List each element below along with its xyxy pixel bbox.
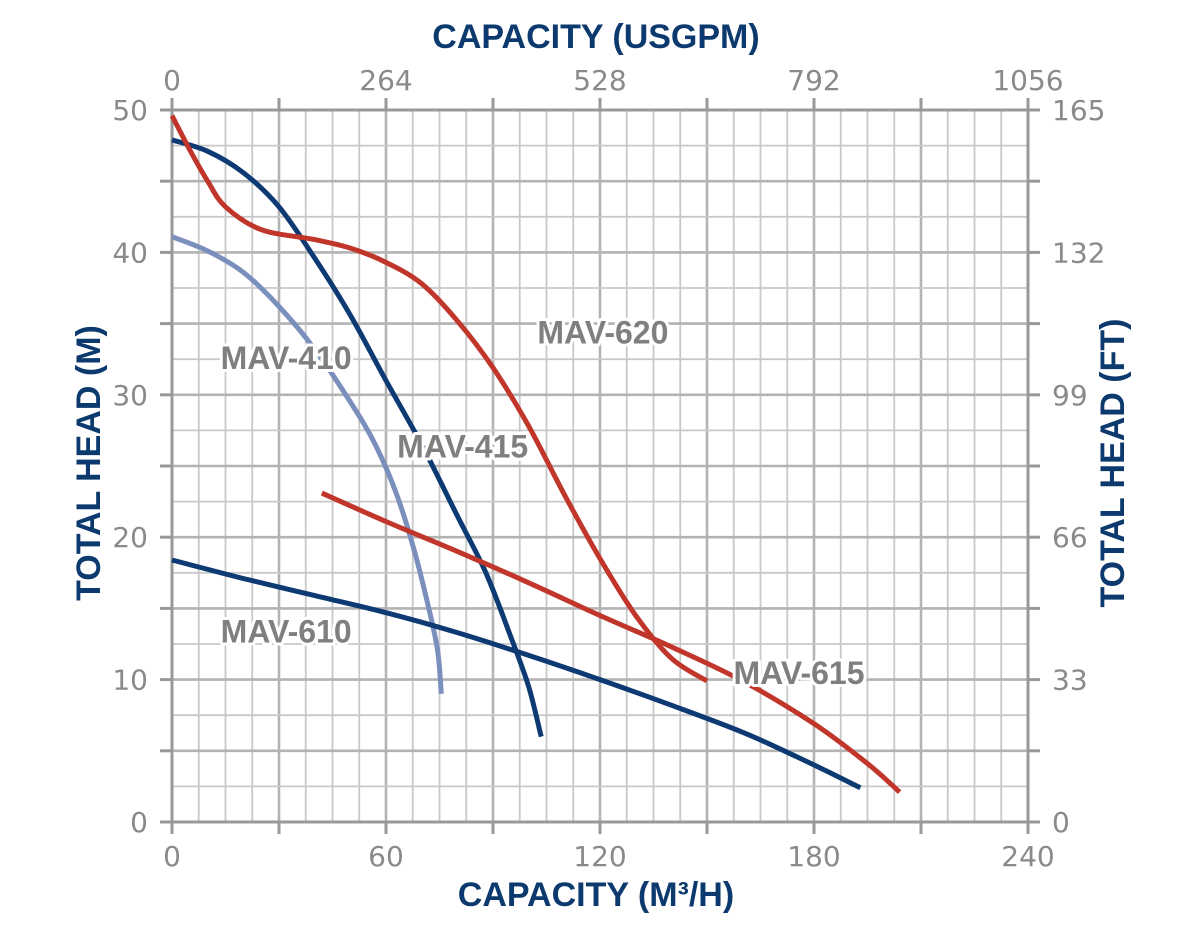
x-tick-label-top: 264 (359, 64, 412, 97)
curve-mav-415 (171, 137, 544, 738)
x-tick-label-top: 528 (573, 64, 626, 97)
y-tick-label-left: 50 (112, 94, 148, 127)
x-tick-label-top: 0 (163, 64, 181, 97)
x-tick-label-top: 792 (787, 64, 840, 97)
label-mav-415: MAV-415 (397, 428, 528, 464)
curve-mav-610 (171, 557, 862, 791)
top-axis-title: CAPACITY (USGPM) (432, 18, 759, 56)
label-mav-610: MAV-610 (221, 614, 352, 650)
left-axis-title: TOTAL HEAD (M) (70, 325, 108, 601)
y-tick-label-right: 99 (1052, 379, 1088, 412)
x-tick-label-bottom: 120 (573, 840, 626, 873)
curves (169, 114, 902, 794)
x-tick-label-bottom: 0 (163, 840, 181, 873)
x-tick-label-bottom: 240 (1001, 840, 1054, 873)
curve-labels: MAV-410 MAV-415 MAV-620 MAV-610 MAV-615 (218, 312, 868, 694)
y-tick-label-right: 0 (1052, 806, 1070, 839)
curve-mav-615 (320, 490, 902, 794)
y-tick-label-right: 66 (1052, 521, 1088, 554)
y-tick-label-right: 165 (1052, 94, 1105, 127)
x-tick-label-bottom: 60 (368, 840, 404, 873)
bottom-axis-title: CAPACITY (M³/H) (458, 876, 734, 914)
y-tick-label-left: 20 (112, 521, 148, 554)
curve-mav-620 (169, 114, 709, 684)
x-tick-label-bottom: 180 (787, 840, 840, 873)
y-tick-label-left: 10 (112, 664, 148, 697)
right-axis-title: TOTAL HEAD (FT) (1094, 319, 1132, 608)
label-mav-615: MAV-615 (734, 655, 865, 691)
curve-mav-410 (171, 234, 444, 695)
grid (170, 108, 1030, 824)
y-tick-label-left: 30 (112, 379, 148, 412)
label-mav-410: MAV-410 (221, 340, 352, 376)
y-tick-label-right: 33 (1052, 664, 1088, 697)
axis-ticks (160, 98, 1040, 834)
label-mav-620: MAV-620 (537, 315, 668, 351)
y-tick-label-left: 40 (112, 236, 148, 269)
y-tick-label-right: 132 (1052, 236, 1105, 269)
x-tick-label-top: 1056 (992, 64, 1063, 97)
y-tick-label-left: 0 (130, 806, 148, 839)
